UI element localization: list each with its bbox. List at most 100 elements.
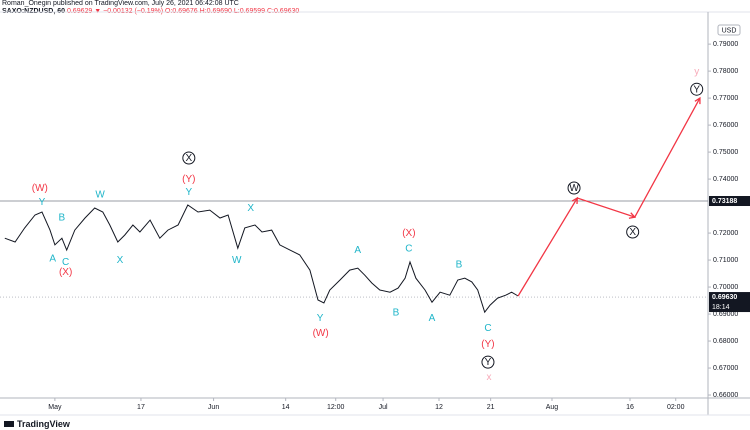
y-tick-label: 0.77000	[713, 95, 738, 102]
wave-label: Y	[185, 187, 192, 198]
wave-text: (Y)	[182, 174, 195, 185]
wave-text: Y	[185, 187, 192, 198]
wave-label: (X)	[59, 267, 72, 278]
x-tick-label: Jun	[208, 404, 219, 411]
wave-label: (W)	[32, 183, 48, 194]
wave-text: W	[95, 189, 105, 200]
wave-label: C	[62, 257, 69, 268]
x-tick-label: 16	[626, 404, 634, 411]
forecast-arrowhead	[571, 196, 578, 205]
brand-logo: TradingView	[4, 419, 71, 429]
wave-text: (X)	[402, 228, 415, 239]
wave-text: W	[232, 255, 242, 266]
wave-label: B	[456, 259, 463, 270]
wave-text: A	[429, 313, 436, 324]
y-tick-label: 0.72000	[713, 230, 738, 237]
wave-circle	[567, 181, 581, 195]
forecast-path	[517, 97, 701, 297]
wave-text: Y	[693, 84, 700, 95]
price-label: 0.73188	[712, 198, 737, 205]
wave-text: W	[569, 183, 579, 194]
price-label: 0.69630	[712, 294, 737, 301]
wave-label: W	[232, 255, 242, 266]
countdown: 18:14	[712, 304, 730, 311]
x-tick-label: 14	[282, 404, 290, 411]
y-tick-label: 0.67000	[713, 365, 738, 372]
wave-text: B	[393, 307, 400, 318]
wave-label: A	[429, 313, 436, 324]
wave-text: (W)	[32, 183, 48, 194]
wave-text: Y	[39, 197, 46, 208]
wave-label: C	[484, 323, 491, 334]
x-tick-label: 12:00	[327, 404, 345, 411]
wave-label: B	[59, 212, 66, 223]
wave-text: A	[354, 245, 361, 256]
y-tick-label: 0.70000	[713, 284, 738, 291]
wave-text: C	[62, 257, 69, 268]
x-tick-label: Jul	[379, 404, 388, 411]
y-tick-label: 0.79000	[713, 41, 738, 48]
wave-label: Y	[39, 197, 46, 208]
x-tick-label: 21	[487, 404, 495, 411]
wave-text: C	[484, 323, 491, 334]
wave-text: Y	[317, 313, 324, 324]
wave-circle	[481, 355, 495, 369]
wave-label: (Y)	[481, 339, 494, 350]
wave-label: (X)	[402, 228, 415, 239]
wave-label: B	[393, 307, 400, 318]
x-tick-label: Aug	[546, 404, 559, 411]
wave-text: A	[49, 253, 56, 264]
wave-label: A	[49, 253, 56, 264]
wave-label: (W)	[313, 328, 329, 339]
x-tick-label: 12	[435, 404, 443, 411]
y-tick-label: 0.75000	[713, 149, 738, 156]
wave-text: X	[247, 203, 254, 214]
wave-label: Y	[317, 313, 324, 324]
wave-label: X	[626, 225, 640, 239]
wave-text: X	[117, 255, 124, 266]
wave-label: A	[354, 245, 361, 256]
author-line: Roman_Onegin published on TradingView.co…	[2, 0, 239, 7]
currency: USD	[722, 27, 737, 34]
wave-text: X	[629, 227, 636, 238]
wave-label: Y	[690, 82, 704, 96]
wave-label: y	[694, 66, 699, 77]
wave-label: x	[487, 372, 492, 383]
wave-label: (Y)	[182, 174, 195, 185]
wave-label: X	[182, 151, 196, 165]
forecast-arrowhead	[694, 96, 701, 105]
wave-label: X	[117, 255, 124, 266]
x-tick-label: May	[48, 404, 62, 411]
wave-text: (W)	[313, 328, 329, 339]
x-tick-label: 02:00	[667, 404, 685, 411]
currency-box	[717, 24, 741, 36]
wave-text: (Y)	[481, 339, 494, 350]
y-tick-label: 0.71000	[713, 257, 738, 264]
y-tick-label: 0.78000	[713, 68, 738, 75]
y-tick-label: 0.69000	[713, 311, 738, 318]
wave-circle	[182, 151, 196, 165]
wave-text: C	[405, 243, 412, 254]
price-label-box	[709, 196, 750, 207]
price-line-series	[4, 204, 519, 314]
wave-label: C	[405, 243, 412, 254]
wave-text: B	[59, 212, 66, 223]
y-tick-label: 0.76000	[713, 122, 738, 129]
wave-text: B	[456, 259, 463, 270]
wave-label: Y	[481, 355, 495, 369]
y-tick-label: 0.68000	[713, 338, 738, 345]
wave-label: W	[567, 181, 581, 195]
wave-circle	[626, 225, 640, 239]
wave-text: X	[185, 153, 192, 164]
wave-text: y	[694, 66, 699, 77]
y-tick-label: 0.74000	[713, 176, 738, 183]
wave-label: W	[95, 189, 105, 200]
wave-label: X	[247, 203, 254, 214]
y-tick-label: 0.66000	[713, 392, 738, 399]
wave-text: x	[487, 372, 492, 383]
x-tick-label: 17	[137, 404, 145, 411]
wave-text: Y	[485, 357, 492, 368]
brand: TradingView	[17, 419, 71, 429]
